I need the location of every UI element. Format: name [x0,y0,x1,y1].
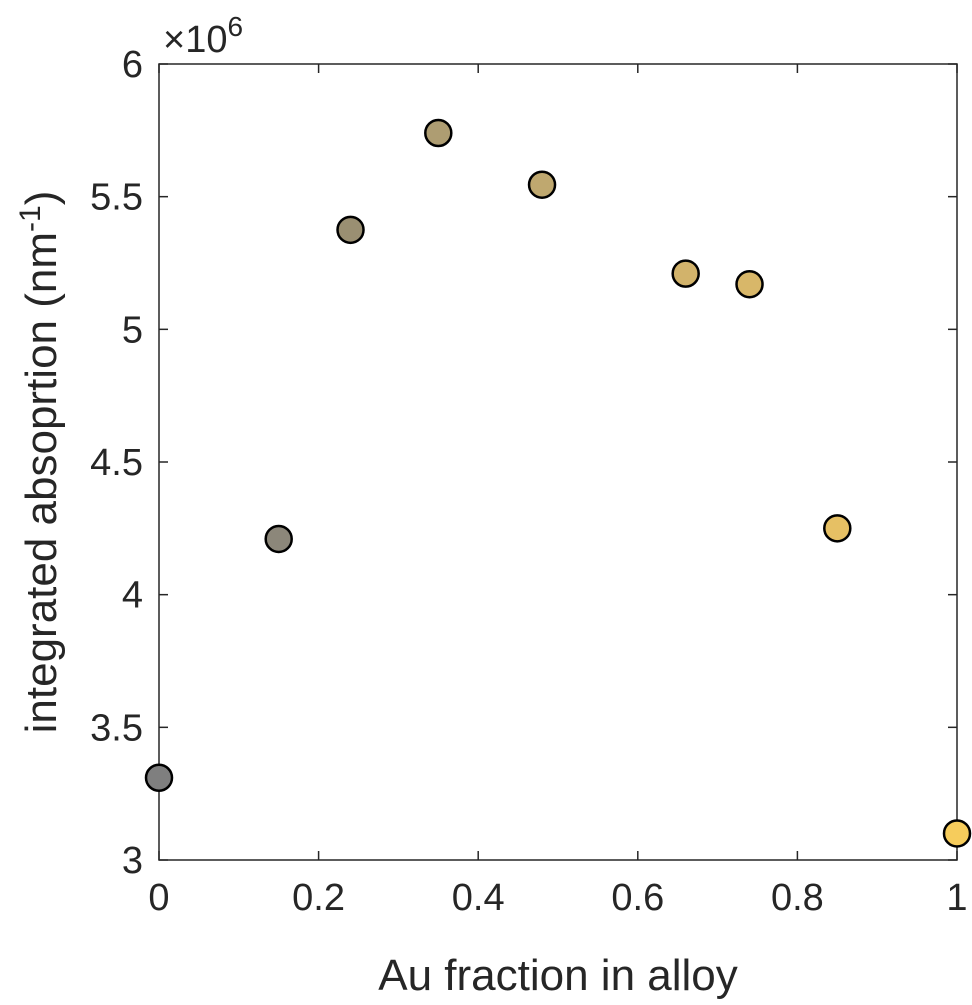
y-axis-label-close: ) [17,191,66,206]
data-point [735,269,764,299]
y-axis-label: integrated absoprtion (nm-1) [14,191,66,734]
y-tick-label: 5.5 [90,177,143,219]
data-point [424,118,453,148]
y-axis-label-superscript: -1 [14,205,47,232]
y-tick-label: 3.5 [90,707,143,749]
x-tick-label: 0 [148,877,169,919]
y-tick-labels: 3 3.5 4 4.5 5 5.5 6 [90,44,143,882]
axis-ticks [158,63,958,861]
x-tick-label: 0.2 [292,877,345,919]
y-tick-label: 4.5 [90,442,143,484]
data-point [942,819,972,848]
x-tick-label: 1 [946,877,967,919]
y-tick-label: 4 [122,575,143,617]
y-tick-label: 3 [122,840,143,882]
data-point [671,259,700,288]
y-tick-label: 5 [122,309,143,351]
x-tick-label: 0.4 [452,877,505,919]
x-tick-label: 0.6 [611,877,664,919]
x-tick-label: 0.8 [771,877,824,919]
y-tick-label: 6 [122,44,143,86]
data-point [264,524,293,554]
data-point [527,170,557,199]
y-axis-multiplier: ×106 [163,11,243,61]
data-point [144,763,174,792]
y-axis-multiplier-exponent: 6 [227,11,243,42]
data-point [823,514,852,543]
x-axis-label: Au fraction in alloy [378,951,738,1000]
plot-area [158,63,958,861]
x-tick-labels: 0 0.2 0.4 0.6 0.8 1 [148,877,967,919]
data-point [336,215,365,245]
data-points [144,118,972,848]
y-axis-label-main: integrated absoprtion (nm [17,232,66,733]
y-axis-multiplier-base: ×10 [163,19,227,61]
